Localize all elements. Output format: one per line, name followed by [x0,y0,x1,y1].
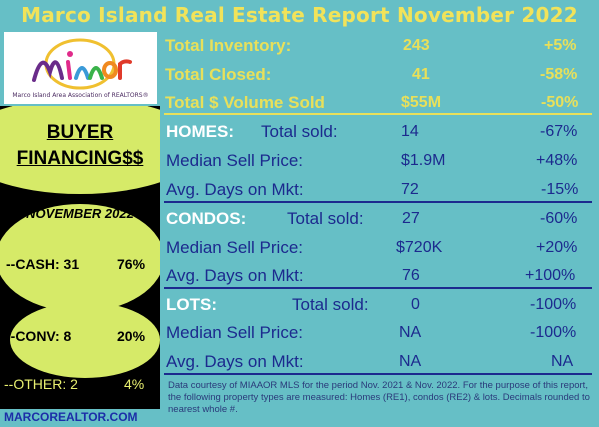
homes-days-label: Avg. Days on Mkt: [166,180,304,199]
conv-pct: 20% [117,328,146,344]
financing-month: NOVEMBER 2022 [26,206,134,221]
other-pct: 4% [124,376,145,392]
blob-shape [0,106,160,194]
summary-change: -58% [540,66,578,83]
blob-shape [10,302,160,378]
cash-label: --CASH: 31 [6,256,80,272]
lots-days-label: Avg. Days on Mkt: [166,352,304,371]
homes-total-change: -67% [540,123,578,140]
report-title: Marco Island Real Estate Report November… [21,3,578,27]
condos-total-value: 27 [402,210,420,227]
logo-caption: Marco Island Area Association of REALTOR… [12,92,149,99]
financing-heading-1: BUYER [46,122,114,143]
summary-label: Total Inventory: [165,36,292,55]
condos-median-label: Median Sell Price: [166,238,304,257]
logo: Marco Island Area Association of REALTOR… [4,32,157,104]
summary-change: -50% [541,94,579,111]
homes-median-value: $1.9M [401,152,446,169]
lots-median-value: NA [399,324,422,341]
lots-underline [164,373,592,375]
homes-median-change: +48% [536,152,578,169]
lots-median-change: -100% [530,324,577,341]
homes-days-value: 72 [401,181,419,198]
cash-pct: 76% [117,256,146,272]
summary-value: 243 [403,37,430,54]
footnote: Data courtesy of MIAAOR MLS for the peri… [168,380,590,415]
lots-total-value: 0 [411,296,420,313]
lots-median-label: Median Sell Price: [166,323,304,342]
summary-underline [164,113,592,115]
condos-days-change: +100% [525,267,576,284]
lots-total-label: Total sold: [292,295,369,314]
condos-total-change: -60% [540,210,578,227]
conv-label: --CONV: 8 [6,328,72,344]
homes-underline [164,201,592,203]
homes-total-value: 14 [401,123,419,140]
summary-label: Total Closed: [165,65,272,84]
buyer-financing-panel: BUYER FINANCING$$ NOVEMBER 2022 --CASH: … [0,106,160,409]
homes-total-label: Total sold: [261,122,338,141]
condos-underline [164,287,592,289]
lots-heading: LOTS: [166,295,217,314]
summary-change: +5% [544,37,577,54]
summary-value: $55M [401,94,442,111]
homes-days-change: -15% [541,181,579,198]
financing-heading-2: FINANCING$$ [16,148,144,169]
lots-days-change: NA [551,353,574,370]
other-label: --OTHER: 2 [4,376,78,392]
lots-days-value: NA [399,353,422,370]
condos-days-value: 76 [402,267,420,284]
homes-median-label: Median Sell Price: [166,151,304,170]
website-link[interactable]: MARCOREALTOR.COM [4,410,138,424]
condos-total-label: Total sold: [287,209,364,228]
blob-shape [0,204,160,312]
condos-median-change: +20% [536,239,578,256]
summary-value: 41 [412,66,430,83]
summary-label: Total $ Volume Sold [165,93,325,112]
miaaor-logo-icon [32,38,132,90]
condos-days-label: Avg. Days on Mkt: [166,266,304,285]
lots-total-change: -100% [530,296,577,313]
condos-heading: CONDOS: [166,209,247,228]
condos-median-value: $720K [396,239,443,256]
homes-heading: HOMES: [166,122,234,141]
